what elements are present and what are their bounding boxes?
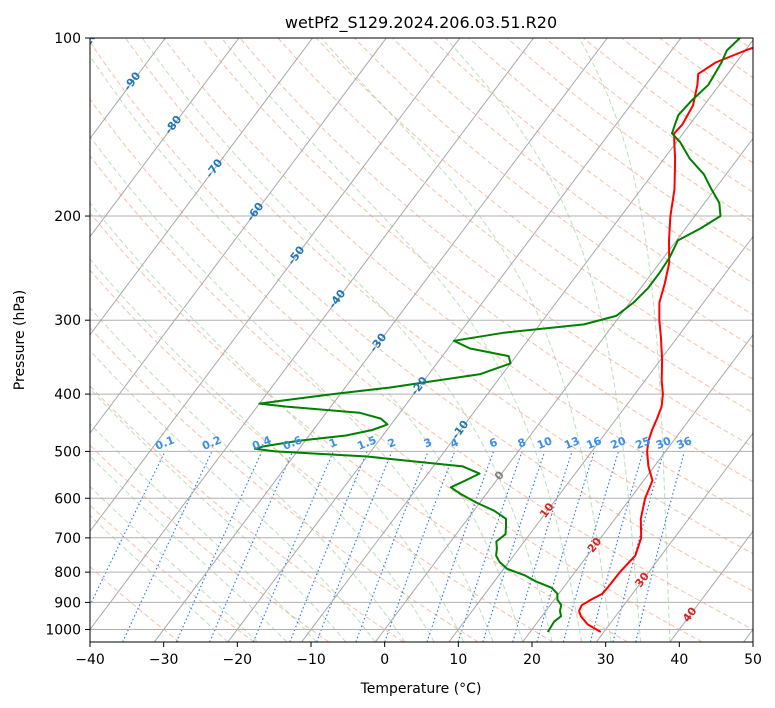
moist-adiabat-line (90, 258, 435, 642)
dry-adiabat-line (354, 38, 753, 348)
mixing-ratio-line (536, 451, 595, 642)
pressure-grid (90, 38, 753, 630)
x-tick-label: 30 (597, 652, 615, 668)
moist-adiabat-line (90, 306, 406, 642)
isotherm-line (301, 39, 753, 642)
y-tick-label: 800 (54, 565, 81, 581)
x-tick-label: 50 (744, 652, 762, 668)
y-tick-label: 400 (54, 387, 81, 403)
dry-adiabat-line (392, 38, 753, 316)
dry-adiabat-line (90, 444, 330, 642)
dewpoint-profile-line (253, 38, 741, 633)
dry-adiabat-line (90, 566, 180, 642)
mixing-ratio-label: 20 (609, 434, 628, 452)
mixing-ratio-line (289, 451, 368, 642)
dry-adiabat-line (90, 326, 479, 642)
y-axis-label: Pressure (hPa) (12, 290, 28, 390)
moist-adiabat-line (90, 455, 288, 642)
mixing-ratio-line (612, 451, 665, 642)
isotherm-line (669, 530, 753, 642)
dry-adiabat-line (239, 38, 753, 448)
moist-adiabat-line (578, 38, 671, 642)
chart-title: wetPf2_S129.2024.206.03.51.R20 (285, 13, 557, 33)
y-tick-label: 1000 (45, 622, 81, 638)
x-axis-label: Temperature (°C) (360, 681, 482, 697)
x-tick-label: −30 (149, 652, 179, 668)
dry-adiabat-line (90, 98, 753, 631)
dry-adiabat-line (163, 38, 753, 518)
moist-adiabat-line (90, 423, 317, 642)
mixing-ratio-label: 36 (675, 434, 694, 452)
mixing-ratio-label: 2 (386, 436, 398, 451)
moist-adiabat-line (445, 38, 641, 642)
dry-adiabat-line (90, 269, 554, 642)
mixing-ratio-label: 25 (633, 434, 652, 452)
dry-adiabat-line (90, 41, 753, 592)
y-tick-label: 500 (54, 444, 81, 460)
x-tick-label: 10 (449, 652, 467, 668)
x-tick-label: 0 (380, 652, 389, 668)
isotherm-line (90, 38, 387, 434)
moist-adiabat-line (141, 38, 553, 642)
x-tick-label: 40 (670, 652, 688, 668)
y-tick-label: 900 (54, 595, 81, 611)
isotherm-line (448, 235, 753, 642)
moist-adiabats (90, 38, 671, 642)
plot-frame (89, 37, 754, 643)
y-tick-label: 600 (54, 491, 81, 507)
mixing-ratio-line (482, 451, 546, 642)
mixing-ratio-label: 16 (584, 434, 603, 452)
x-tick-label: 20 (523, 652, 541, 668)
mixing-ratio-label: 1 (327, 436, 339, 451)
moist-adiabat-line (90, 485, 258, 642)
moist-adiabat-line (90, 135, 494, 642)
mixing-ratio-label: 8 (516, 436, 528, 451)
mixing-ratio-line (355, 451, 429, 642)
mixing-ratio-line (252, 451, 334, 642)
isotherm-line (90, 38, 534, 631)
temperature-profile-line (578, 46, 753, 633)
isotherm-line (522, 333, 753, 642)
isotherm-line (90, 38, 314, 336)
x-tick-label: −20 (223, 652, 253, 668)
isotherm-line (90, 38, 461, 533)
mixing-ratio-label: 13 (562, 434, 581, 452)
mixing-ratio-line (512, 451, 573, 642)
mixing-ratio-label: 3 (422, 436, 434, 451)
x-tick-label: −10 (296, 652, 326, 668)
mixing-ratio-line (209, 451, 294, 642)
moist-adiabat-line (221, 38, 582, 642)
mixing-ratio-line (316, 451, 393, 642)
dry-adiabat-line (90, 212, 628, 642)
isotherm-line (90, 38, 240, 238)
mixing-ratio-line (562, 451, 620, 642)
x-axis: −40 −30 −20 −10 0 10 20 30 40 50 (75, 642, 762, 668)
y-tick-label: 100 (54, 31, 81, 47)
isotherm-line (595, 432, 753, 642)
dry-adiabat-line (315, 38, 753, 380)
mixing-ratio-line (589, 451, 644, 642)
dry-adiabat-line (90, 155, 703, 642)
mixing-ratio-line (426, 451, 495, 642)
mixing-ratio-label: 30 (654, 434, 673, 452)
mixing-ratio-label: 10 (535, 434, 554, 452)
mixing-ratio-lines (90, 451, 685, 642)
y-axis: 100 200 300 400 500 600 700 800 900 1000 (45, 31, 90, 638)
moist-adiabat-line (90, 388, 347, 642)
isotherm-line (153, 38, 608, 642)
plot-area: -100-90-80-70-60-50-40-30-20-10010203040… (90, 38, 753, 642)
x-tick-label: −40 (75, 652, 105, 668)
mixing-ratio-line (175, 451, 263, 642)
dry-adiabat-line (201, 38, 753, 483)
moist-adiabat-line (90, 54, 524, 642)
y-tick-label: 300 (54, 313, 81, 329)
profiles (253, 38, 753, 633)
mixing-ratio-line (457, 451, 523, 642)
moist-adiabat-line (321, 38, 612, 642)
y-tick-label: 200 (54, 209, 81, 225)
y-tick-label: 700 (54, 531, 81, 547)
moist-adiabat-line (90, 202, 465, 642)
